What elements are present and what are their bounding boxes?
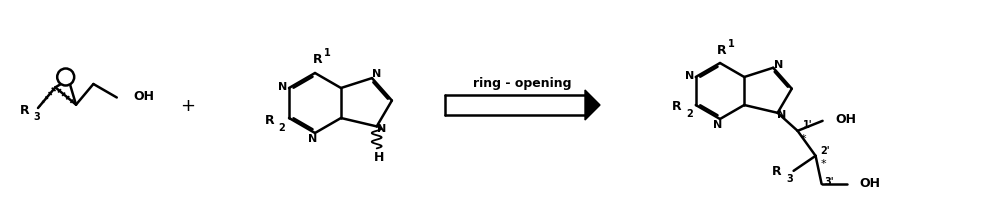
- Text: R: R: [672, 99, 682, 112]
- Text: 3: 3: [33, 112, 40, 122]
- Text: R: R: [717, 45, 727, 58]
- Text: R: R: [264, 115, 274, 128]
- Text: R: R: [772, 165, 782, 178]
- Text: O: O: [61, 72, 70, 82]
- Text: R: R: [20, 104, 30, 117]
- Text: R: R: [313, 53, 323, 66]
- Polygon shape: [585, 90, 600, 120]
- Text: N: N: [713, 120, 723, 130]
- Circle shape: [57, 69, 74, 85]
- Text: *: *: [821, 159, 826, 169]
- Text: ring - opening: ring - opening: [473, 76, 572, 89]
- Text: N: N: [308, 134, 318, 144]
- Text: H: H: [374, 151, 384, 164]
- Text: 3: 3: [786, 174, 793, 184]
- Text: N: N: [777, 110, 786, 120]
- Text: N: N: [372, 69, 382, 79]
- Text: N: N: [774, 60, 783, 70]
- Text: *: *: [801, 134, 806, 144]
- Text: +: +: [180, 97, 196, 115]
- Text: 2': 2': [821, 146, 830, 156]
- Text: OH: OH: [836, 113, 857, 126]
- Text: N: N: [278, 82, 288, 92]
- Text: 1': 1': [803, 120, 812, 130]
- Text: 2: 2: [279, 123, 285, 133]
- Text: 3': 3': [825, 177, 834, 187]
- Text: OH: OH: [860, 177, 881, 190]
- Text: 1: 1: [728, 39, 734, 49]
- Text: 1: 1: [324, 48, 330, 58]
- Text: N: N: [377, 124, 386, 134]
- Text: OH: OH: [134, 90, 155, 103]
- Text: N: N: [685, 71, 694, 81]
- Text: 2: 2: [686, 109, 693, 119]
